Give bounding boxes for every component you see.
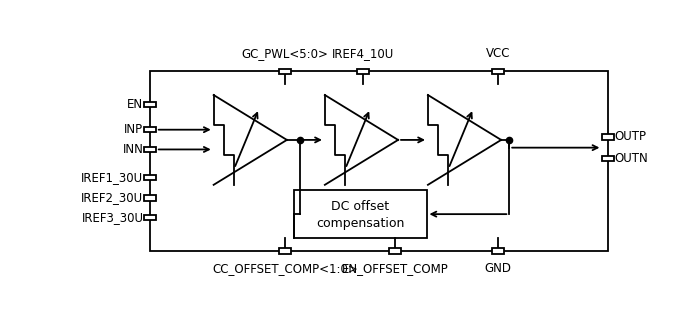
Polygon shape xyxy=(144,102,156,107)
Polygon shape xyxy=(389,248,401,254)
Polygon shape xyxy=(144,175,156,180)
Polygon shape xyxy=(602,156,615,161)
Text: VCC: VCC xyxy=(486,47,510,60)
Polygon shape xyxy=(144,147,156,152)
Polygon shape xyxy=(279,248,291,254)
Polygon shape xyxy=(492,69,504,74)
Text: compensation: compensation xyxy=(316,217,405,230)
Text: IREF3_30U: IREF3_30U xyxy=(81,211,144,224)
Polygon shape xyxy=(492,248,504,254)
Text: CC_OFFSET_COMP<1:0>: CC_OFFSET_COMP<1:0> xyxy=(212,262,358,275)
Text: OUTP: OUTP xyxy=(615,130,647,144)
Text: GND: GND xyxy=(485,262,512,275)
Polygon shape xyxy=(144,215,156,220)
Polygon shape xyxy=(144,127,156,133)
Text: INN: INN xyxy=(122,143,144,156)
Text: IREF4_10U: IREF4_10U xyxy=(332,47,394,60)
Text: EN: EN xyxy=(127,98,144,111)
Polygon shape xyxy=(602,134,615,140)
Text: OUTN: OUTN xyxy=(615,152,649,165)
Text: INP: INP xyxy=(125,123,144,136)
Polygon shape xyxy=(279,69,291,74)
Bar xyxy=(294,190,426,238)
Polygon shape xyxy=(144,195,156,201)
Text: IREF2_30U: IREF2_30U xyxy=(81,191,144,204)
Text: DC offset: DC offset xyxy=(331,200,389,213)
Polygon shape xyxy=(357,69,369,74)
Text: EN_OFFSET_COMP: EN_OFFSET_COMP xyxy=(342,262,449,275)
Text: GC_PWL<5:0>: GC_PWL<5:0> xyxy=(241,47,328,60)
Text: IREF1_30U: IREF1_30U xyxy=(81,171,144,184)
